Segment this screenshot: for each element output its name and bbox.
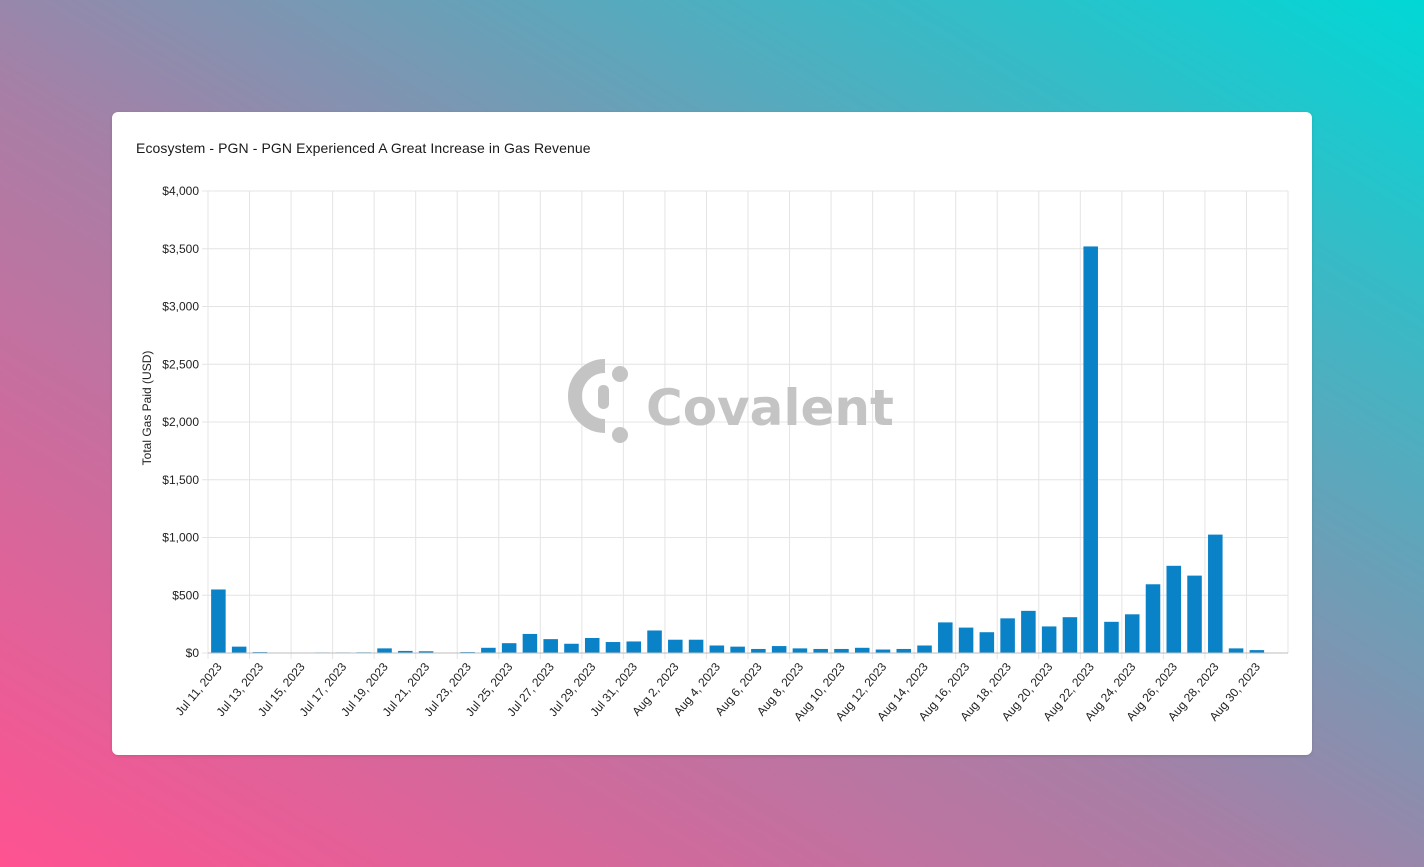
y-tick-label: $1,000 [162, 531, 199, 545]
bar [896, 648, 912, 653]
bar [854, 647, 870, 653]
bar [917, 645, 932, 653]
bar [771, 646, 787, 653]
grid-lines [202, 190, 1289, 659]
bars [211, 246, 1265, 654]
bar [751, 648, 766, 653]
bar [668, 639, 683, 653]
bar [1083, 246, 1098, 653]
y-tick-label: $3,500 [162, 242, 199, 256]
bar [377, 648, 392, 653]
bar [813, 648, 828, 653]
bar [730, 646, 745, 653]
y-tick-label: $3,000 [162, 300, 199, 314]
y-tick-label: $4,000 [162, 184, 199, 198]
bar [584, 637, 600, 653]
bar [626, 641, 642, 653]
y-axis-label: Total Gas Paid (USD) [140, 351, 154, 466]
y-tick-label: $500 [172, 588, 199, 602]
bar [231, 646, 247, 653]
bar [938, 622, 953, 653]
bar-chart: Covalent $0$500$1,000$1,500$2,000$2,500$… [140, 184, 1289, 724]
bar [834, 648, 849, 653]
bar [1187, 575, 1202, 653]
bar [398, 650, 413, 653]
bar [1208, 534, 1223, 653]
bar [564, 643, 579, 653]
bar [875, 649, 891, 653]
bar [647, 630, 662, 653]
bar [1062, 617, 1078, 653]
bar [501, 643, 517, 653]
bar [605, 642, 621, 653]
bar [792, 648, 808, 653]
bar [1021, 610, 1036, 653]
bar [1228, 648, 1244, 653]
bar [543, 639, 558, 653]
y-tick-label: $1,500 [162, 473, 199, 487]
bar [1124, 614, 1140, 653]
bar [1145, 584, 1161, 653]
bar [481, 647, 496, 653]
bar [211, 589, 226, 653]
y-tick-label: $2,500 [162, 357, 199, 371]
y-tick-label: $0 [186, 646, 200, 660]
bar [958, 627, 974, 653]
bar [1249, 650, 1265, 653]
covalent-logo-icon [568, 359, 628, 443]
bar [709, 645, 725, 653]
bar [522, 633, 538, 653]
chart-title: Ecosystem - PGN - PGN Experienced A Grea… [136, 140, 591, 156]
watermark-text: Covalent [646, 379, 894, 437]
bar [1000, 618, 1015, 653]
axes: $0 $500 $1,000 $1,500 $2,000 $2,500 $3,000 $3,5… [162, 184, 1288, 724]
bar [1166, 565, 1182, 653]
bar [1041, 626, 1057, 653]
y-tick-label: $2,000 [162, 415, 199, 429]
chart-card: Ecosystem - PGN - PGN Experienced A Grea… [112, 112, 1312, 755]
bar [418, 651, 434, 653]
watermark: Covalent [568, 359, 894, 443]
bar [1104, 621, 1119, 653]
bar [979, 632, 995, 653]
bar [688, 639, 704, 653]
